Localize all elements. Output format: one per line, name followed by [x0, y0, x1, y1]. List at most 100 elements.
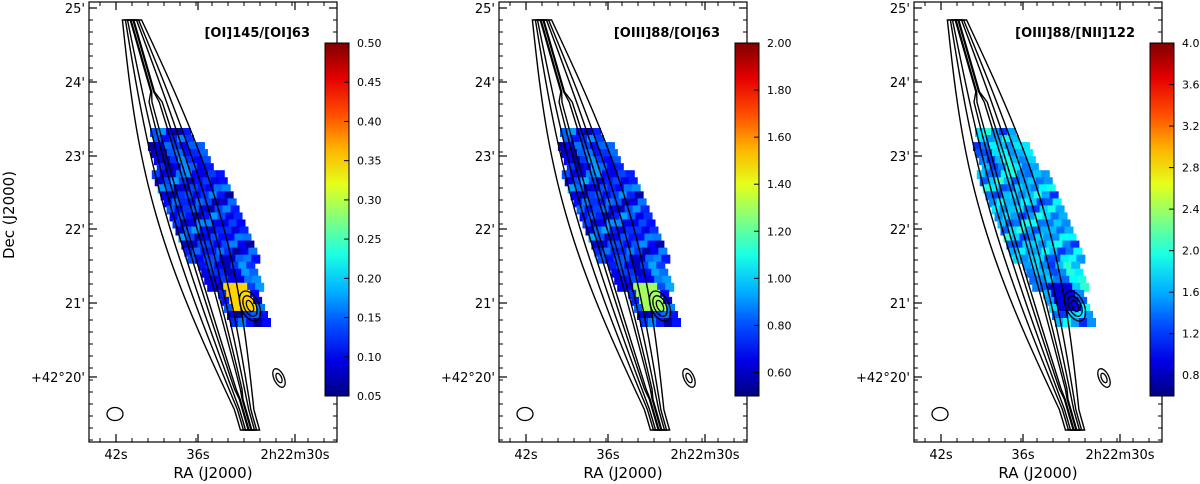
map-pixel	[1063, 318, 1072, 327]
map-pixel	[176, 191, 186, 201]
map-pixel	[1050, 212, 1060, 222]
map-pixel	[643, 212, 653, 222]
map-pixel	[1057, 303, 1067, 313]
map-pixel	[189, 184, 199, 194]
map-pixel	[598, 219, 608, 229]
map-pixel	[200, 247, 210, 257]
map-pixel	[162, 177, 172, 187]
map-pixel	[638, 275, 648, 285]
map-pixel	[1061, 219, 1071, 229]
map-pixel	[1010, 156, 1020, 166]
map-pixel	[610, 191, 620, 201]
map-pixel	[639, 240, 649, 250]
map-pixel	[255, 282, 265, 292]
map-pixel	[615, 240, 625, 250]
x-axis-label: RA (J2000)	[998, 464, 1077, 482]
map-pixel	[1001, 135, 1011, 145]
map-pixel	[610, 247, 620, 257]
map-pixel	[637, 198, 647, 208]
map-pixel	[198, 261, 208, 271]
map-pixel	[1055, 318, 1064, 327]
map-pixel	[601, 170, 611, 180]
map-pixel	[165, 184, 175, 194]
map-pixel	[645, 310, 655, 320]
map-pixel	[1011, 177, 1021, 187]
map-pixel	[658, 247, 668, 257]
map-pixel	[999, 128, 1008, 137]
map-pixel	[609, 170, 619, 180]
map-pixel	[614, 163, 624, 173]
colorbar-tick-label: 0.15	[357, 312, 382, 325]
map-pixel	[220, 275, 230, 285]
map-pixel	[975, 128, 984, 137]
map-pixel	[613, 198, 623, 208]
map-pixel	[626, 247, 636, 257]
map-pixel	[646, 275, 656, 285]
map-pixel	[1075, 289, 1085, 299]
map-pixel	[202, 177, 212, 187]
map-pixel	[212, 275, 222, 285]
map-pixel	[634, 191, 644, 201]
map-pixel	[1054, 240, 1064, 250]
map-pixel	[1010, 212, 1020, 222]
map-pixel	[186, 177, 196, 187]
map-pixel	[1043, 177, 1053, 187]
map-pixel	[243, 254, 253, 264]
contour-line	[130, 19, 252, 431]
map-pixel	[150, 128, 159, 137]
map-pixel	[1069, 275, 1079, 285]
map-pixel	[594, 135, 604, 145]
map-pixel	[1037, 219, 1047, 229]
map-pixel	[1009, 247, 1019, 257]
map-pixel	[195, 254, 205, 264]
map-pixel	[1048, 226, 1058, 236]
map-pixel	[198, 149, 208, 159]
map-pixel	[172, 163, 182, 173]
map-pixel	[183, 170, 193, 180]
map-pixel	[1073, 303, 1083, 313]
map-pixel	[1049, 191, 1059, 201]
contour-line	[126, 19, 256, 431]
map-pixel	[152, 135, 162, 145]
map-pixel	[236, 275, 246, 285]
map-pixel	[224, 247, 234, 257]
contour-line	[124, 19, 258, 431]
map-pixel	[646, 219, 656, 229]
map-pixel	[1012, 198, 1022, 208]
map-pixel	[597, 198, 607, 208]
chart-title: [OIII]88/[NII]122	[1015, 26, 1135, 41]
panel-2: +42°20' 21' 22' 23' 24' 25' 42s 36s 2h22m30s RA (…	[441, 1, 792, 482]
map-pixel	[632, 205, 642, 215]
map-pixel	[169, 156, 179, 166]
map-pixel	[1062, 240, 1072, 250]
map-pixel	[235, 310, 245, 320]
contour-line	[951, 19, 1081, 431]
map-pixel	[1024, 170, 1034, 180]
map-pixel	[627, 212, 637, 222]
map-pixel	[672, 318, 681, 327]
map-pixel	[647, 240, 657, 250]
map-pixel	[616, 205, 626, 215]
map-pixel	[1033, 191, 1043, 201]
map-pixel	[204, 219, 214, 229]
map-pixel	[231, 226, 241, 236]
map-pixel	[1044, 254, 1054, 264]
map-pixel	[560, 128, 569, 137]
map-pixel	[1012, 142, 1022, 152]
map-pixel	[576, 128, 585, 137]
map-pixel	[1028, 198, 1038, 208]
map-pixel	[570, 135, 580, 145]
y-tick-label: 23'	[65, 150, 85, 165]
map-pixel	[604, 233, 614, 243]
map-pixel	[557, 142, 567, 152]
map-pixel	[633, 226, 643, 236]
map-pixel	[585, 226, 595, 236]
map-pixel	[1047, 261, 1057, 271]
map-pixel	[652, 289, 662, 299]
map-pixel	[1044, 198, 1054, 208]
map-pixel	[221, 240, 231, 250]
map-pixel	[175, 226, 185, 236]
map-pixel	[567, 184, 577, 194]
map-pixel	[611, 156, 621, 166]
map-pixel	[596, 233, 606, 243]
